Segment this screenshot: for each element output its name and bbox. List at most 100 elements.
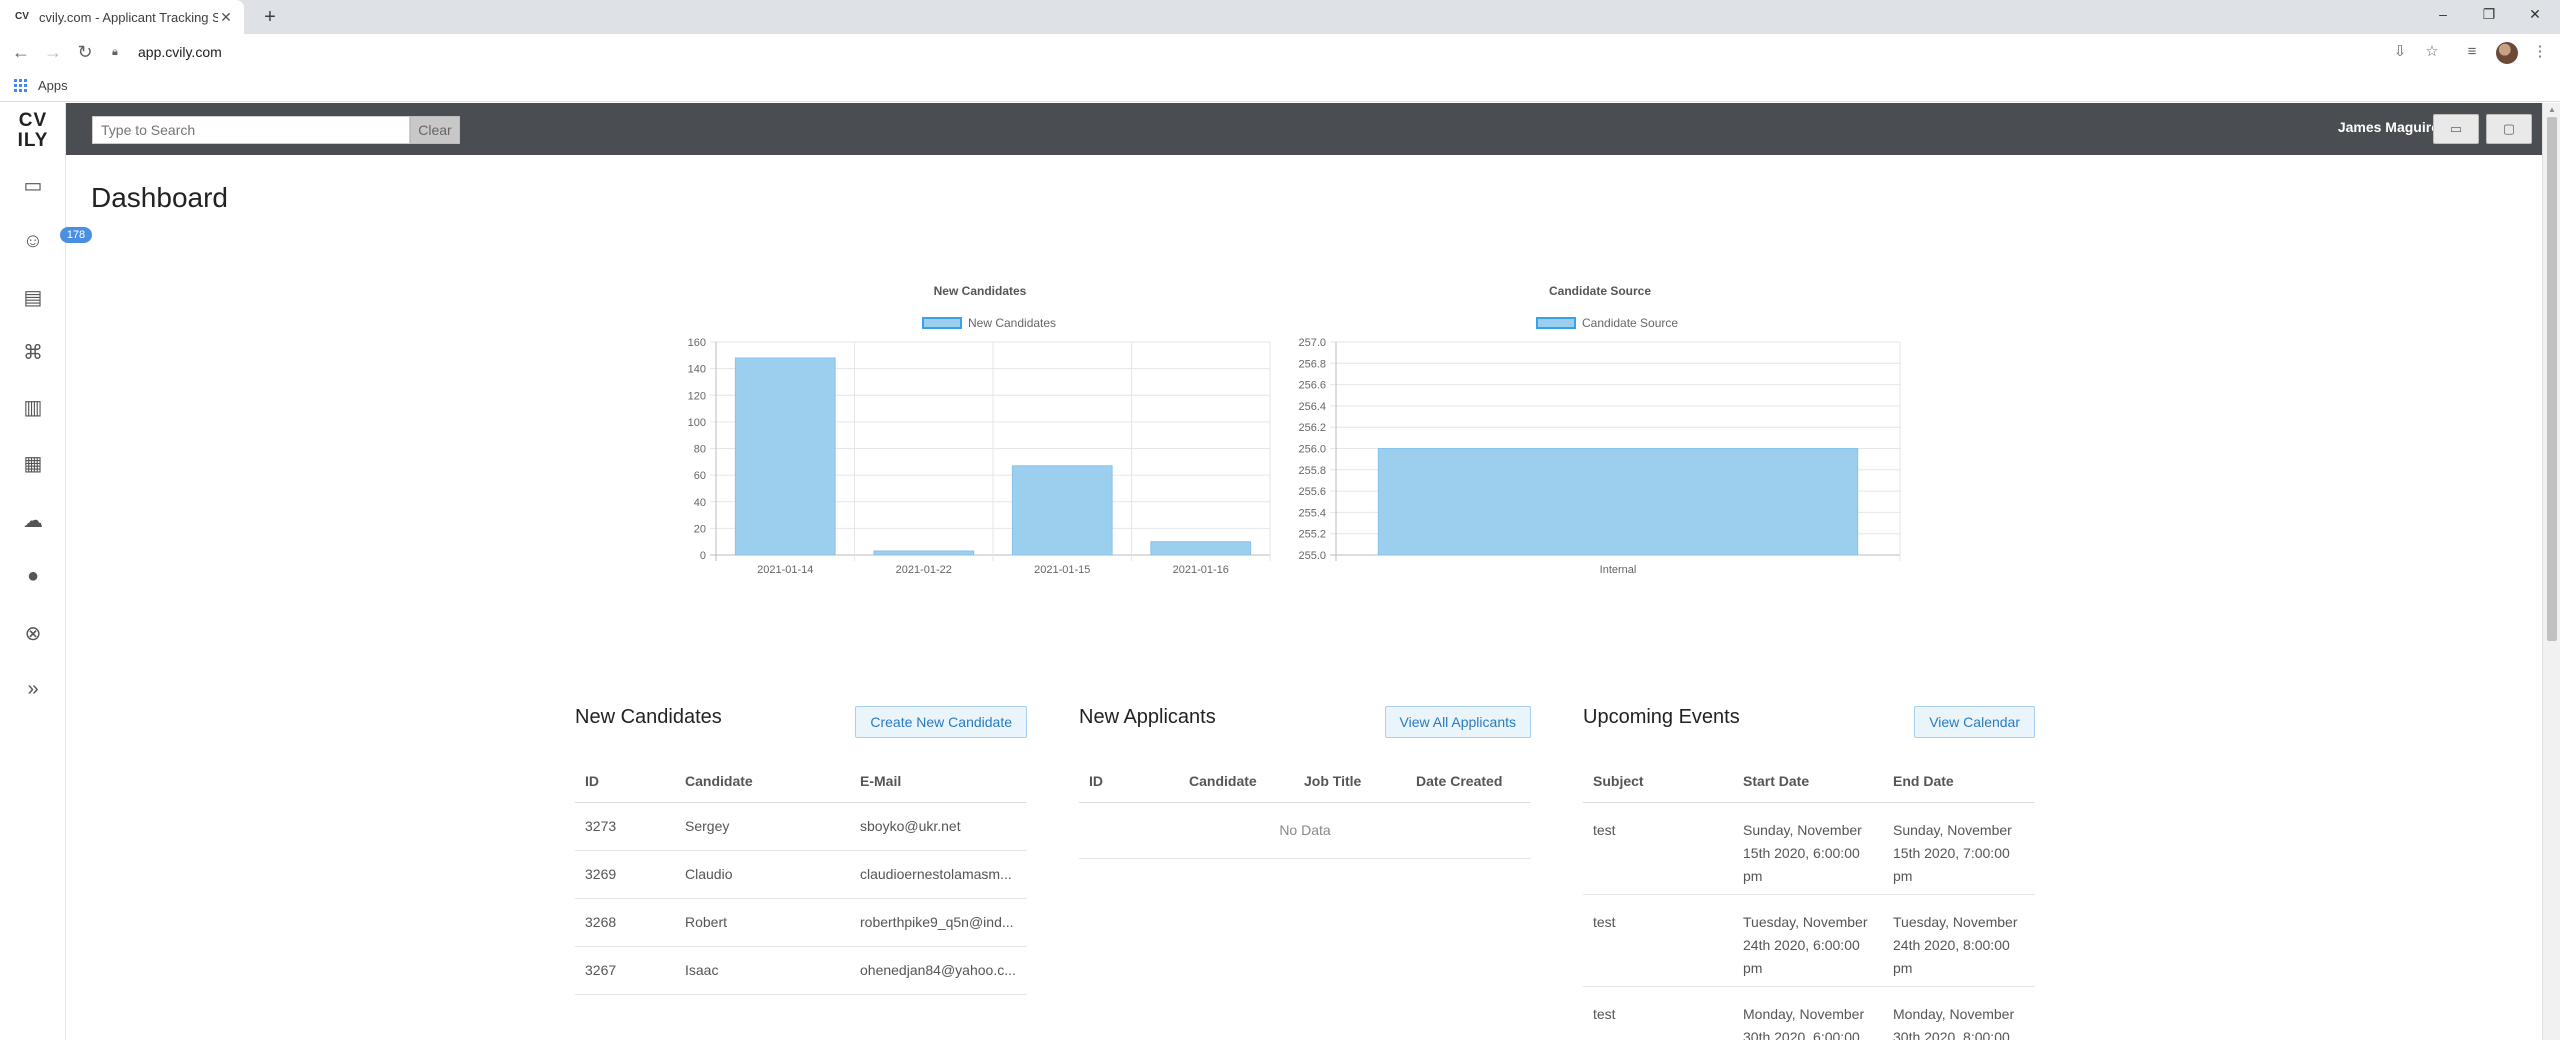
y-tick-label: 0: [700, 550, 706, 562]
x-tick-label: 2021-01-16: [1173, 564, 1229, 576]
column-header[interactable]: Candidate: [1179, 760, 1294, 803]
event-subject[interactable]: test: [1583, 986, 1733, 1040]
user-icon[interactable]: ●: [26, 565, 40, 587]
table-row[interactable]: 3269 Claudio claudioernestolamasm...: [575, 850, 1027, 899]
panel-title: New Candidates: [575, 706, 722, 728]
panel-title: New Applicants: [1079, 706, 1216, 728]
x-tick-label: 2021-01-22: [896, 564, 952, 576]
dashboard-icon[interactable]: ▭: [23, 175, 43, 197]
video-call-button[interactable]: ▭: [2433, 114, 2479, 144]
y-tick-label: 40: [694, 497, 706, 509]
column-header[interactable]: E-Mail: [850, 760, 1027, 803]
profile-avatar[interactable]: [2496, 42, 2518, 64]
view-all-applicants-button[interactable]: View All Applicants: [1384, 706, 1531, 738]
create-new-candidate-button[interactable]: Create New Candidate: [855, 706, 1027, 738]
table-row[interactable]: test Tuesday, November 24th 2020, 6:00:0…: [1583, 894, 2035, 987]
app-logo[interactable]: CV ILY: [17, 110, 49, 151]
scroll-up-icon[interactable]: ▲: [2548, 105, 2556, 114]
scroll-thumb[interactable]: [2547, 117, 2557, 641]
bookmark-star-icon[interactable]: ☆: [2425, 43, 2439, 60]
tags-icon[interactable]: ⌘: [23, 342, 43, 364]
clear-search-button[interactable]: Clear: [410, 116, 460, 144]
browser-tabstrip: CV cvily.com - Applicant Tracking Sc ✕ +…: [0, 0, 2560, 34]
legend-label: New Candidates: [968, 316, 1057, 330]
column-header[interactable]: Job Title: [1294, 760, 1406, 803]
bookmark-apps[interactable]: Apps: [38, 78, 68, 93]
install-app-icon[interactable]: ⇩: [2393, 43, 2407, 60]
jobs-icon[interactable]: ▤: [23, 287, 43, 309]
column-header[interactable]: ID: [575, 760, 675, 803]
messages-button[interactable]: ▢: [2486, 114, 2532, 144]
user-name[interactable]: James Maguire: [2337, 119, 2439, 135]
table-row[interactable]: test Sunday, November 15th 2020, 6:00:00…: [1583, 802, 2035, 895]
column-header[interactable]: Candidate: [675, 760, 850, 803]
event-end-date: Tuesday, November 24th 2020, 8:00:00 pm: [1883, 894, 2035, 987]
address-bar[interactable]: 🔒︎ app.cvily.com: [112, 38, 2382, 66]
url-text: app.cvily.com: [138, 44, 222, 60]
column-header[interactable]: Date Created: [1406, 760, 1531, 803]
bookmarks-bar: Apps: [0, 70, 2560, 102]
y-tick-label: 255.4: [1298, 507, 1326, 519]
video-icon: ▭: [2449, 121, 2463, 136]
y-tick-label: 255.8: [1298, 465, 1326, 477]
candidate-name[interactable]: Robert: [675, 898, 850, 947]
y-tick-label: 256.4: [1298, 401, 1326, 413]
browser-menu-icon[interactable]: ⋮: [2532, 43, 2548, 60]
calendar-icon[interactable]: ▦: [23, 453, 43, 475]
lock-icon: 🔒︎: [112, 45, 118, 58]
table-row[interactable]: 3273 Sergey sboyko@ukr.net: [575, 802, 1027, 851]
expand-sidebar-icon[interactable]: »: [27, 678, 39, 700]
restore-icon[interactable]: ❐: [2482, 6, 2496, 22]
companies-icon[interactable]: ▥: [23, 397, 43, 419]
y-tick-label: 80: [694, 444, 706, 456]
table-row[interactable]: 3267 Isaac ohenedjan84@yahoo.c...: [575, 946, 1027, 995]
tab-close-icon[interactable]: ✕: [220, 9, 232, 25]
candidate-id: 3268: [575, 898, 675, 947]
chart-svg: 255.0 255.2 255.4 255.6 255.8 256.0 256.2 256.4…: [1298, 337, 1901, 576]
back-icon[interactable]: ←: [12, 42, 30, 62]
cloud-upload-icon[interactable]: ☁: [23, 510, 43, 532]
forward-icon[interactable]: →: [44, 42, 62, 62]
window-close-icon[interactable]: ✕: [2529, 6, 2541, 22]
view-calendar-button[interactable]: View Calendar: [1914, 706, 2035, 738]
candidate-id: 3267: [575, 946, 675, 995]
x-tick-label: 2021-01-15: [1034, 564, 1090, 576]
y-tick-label: 255.6: [1298, 486, 1326, 498]
chart-legend[interactable]: New Candidates: [922, 316, 1056, 330]
chart-svg: 0 20 40 60 80 100 120 140 160 2021-01-14 2021-01-2…: [688, 337, 1271, 576]
bar: [1011, 465, 1113, 556]
y-tick-label: 140: [688, 364, 706, 376]
apps-grid-icon[interactable]: [14, 78, 28, 93]
reload-icon[interactable]: ↻: [77, 42, 93, 62]
legend-swatch: [922, 317, 962, 329]
candidate-name[interactable]: Isaac: [675, 946, 850, 995]
candidate-id: 3269: [575, 850, 675, 899]
app-header: Clear James Maguire ▭ ▢: [66, 103, 2542, 155]
new-tab-icon[interactable]: +: [264, 6, 276, 28]
minimize-icon[interactable]: –: [2439, 6, 2447, 22]
candidate-name[interactable]: Claudio: [675, 850, 850, 899]
browser-tab[interactable]: CV cvily.com - Applicant Tracking Sc ✕: [0, 0, 244, 34]
bar: [1150, 541, 1252, 556]
page-scrollbar[interactable]: ▲: [2542, 103, 2560, 1040]
event-end-date: Sunday, November 15th 2020, 7:00:00 pm: [1883, 802, 2035, 895]
candidates-icon[interactable]: ☺: [22, 230, 44, 252]
close-circle-icon[interactable]: ⊗: [24, 623, 42, 645]
bar: [1377, 448, 1859, 556]
column-header[interactable]: End Date: [1883, 760, 2035, 803]
event-subject[interactable]: test: [1583, 894, 1733, 987]
chart-legend[interactable]: Candidate Source: [1536, 316, 1678, 330]
column-header[interactable]: Start Date: [1733, 760, 1883, 803]
table-row[interactable]: test Monday, November 30th 2020, 6:00:00…: [1583, 986, 2035, 1040]
candidate-name[interactable]: Sergey: [675, 802, 850, 851]
event-subject[interactable]: test: [1583, 802, 1733, 895]
table-row[interactable]: 3268 Robert roberthpike9_q5n@ind...: [575, 898, 1027, 947]
chart-title: Candidate Source: [1548, 284, 1652, 298]
panel-title: Upcoming Events: [1583, 706, 1740, 728]
column-header[interactable]: ID: [1079, 760, 1179, 803]
y-tick-label: 120: [688, 390, 706, 402]
search-input[interactable]: [92, 116, 410, 144]
column-header[interactable]: Subject: [1583, 760, 1733, 803]
media-control-icon[interactable]: ≡: [2467, 43, 2477, 60]
new-applicants-table: ID Candidate Job Title Date Created No D…: [1079, 760, 1531, 859]
